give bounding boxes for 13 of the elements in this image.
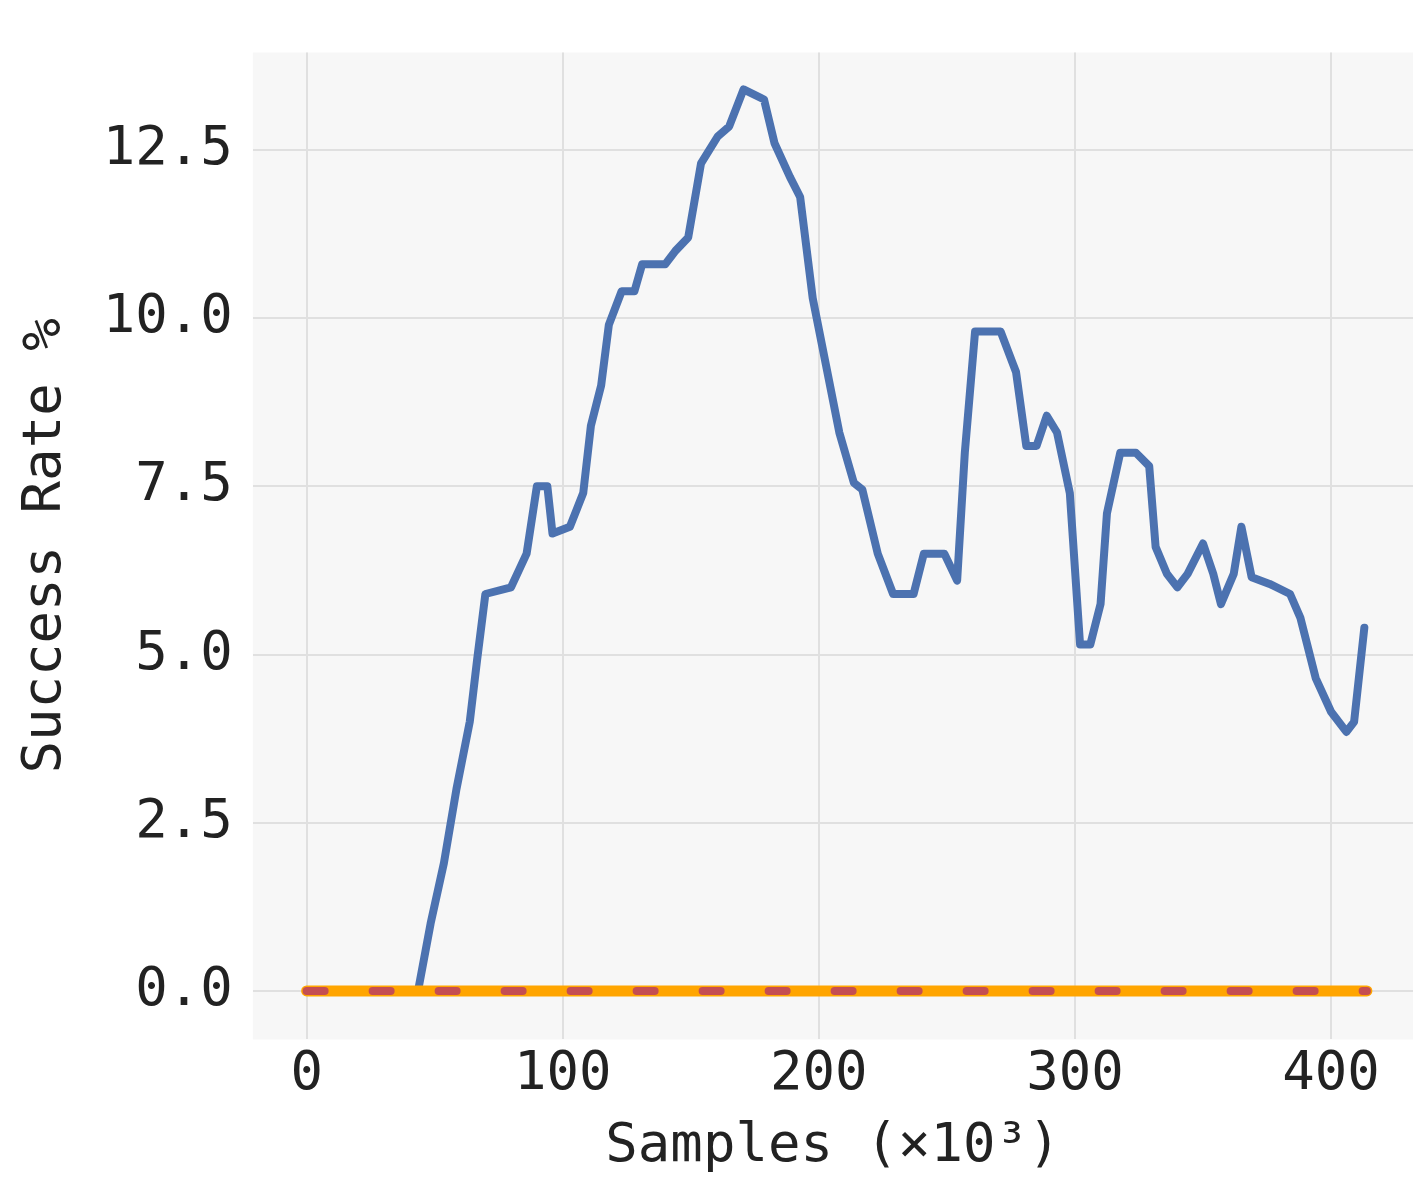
y-axis-title: Success Rate %	[10, 318, 74, 774]
x-tick-label: 100	[513, 1038, 612, 1102]
y-tick-label: 7.5	[135, 450, 233, 514]
x-tick-label: 300	[1026, 1038, 1124, 1102]
x-tick-label: 400	[1282, 1038, 1380, 1102]
y-tick-label: 2.5	[135, 786, 233, 850]
y-tick-label: 10.0	[102, 282, 233, 346]
y-tick-label: 5.0	[135, 618, 233, 682]
x-axis-title: Samples (×10³)	[605, 1110, 1061, 1174]
x-tick-label: 200	[770, 1038, 868, 1102]
y-tick-label: 0.0	[135, 954, 233, 1018]
y-tick-label: 12.5	[102, 113, 233, 177]
x-tick-label: 0	[290, 1038, 323, 1102]
